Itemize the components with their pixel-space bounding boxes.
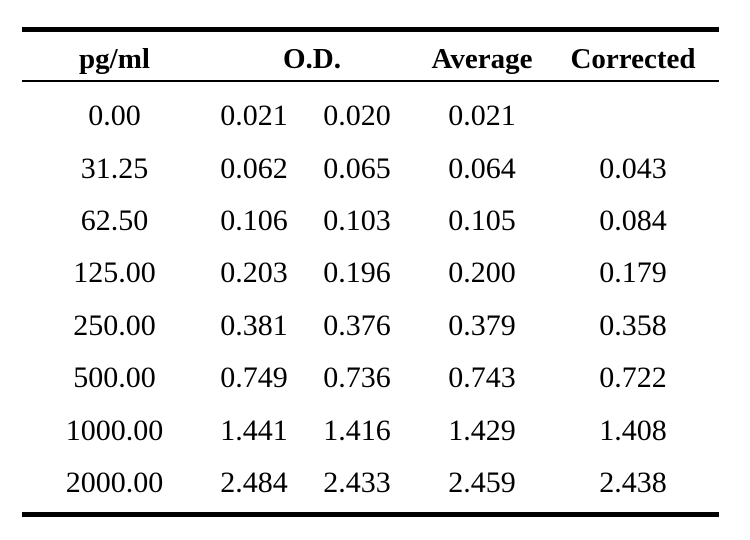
standard-curve-table: pg/ml O.D. Average Corrected 0.00 0.021 0.… xyxy=(22,27,719,518)
cell-od-1: 0.381 xyxy=(220,308,288,342)
cell-od-2: 0.196 xyxy=(323,256,391,290)
cell-od-1: 2.484 xyxy=(220,465,288,499)
cell-corrected: 0.179 xyxy=(599,256,667,290)
cell-pg-ml: 0.00 xyxy=(88,99,141,133)
cell-corrected: 0.722 xyxy=(599,361,667,395)
cell-od-2: 0.065 xyxy=(323,151,391,185)
table-row: 125.00 0.203 0.196 0.200 0.179 xyxy=(22,247,719,299)
cell-od-2: 0.020 xyxy=(323,99,391,133)
cell-od-2: 1.416 xyxy=(323,413,391,447)
cell-average: 0.105 xyxy=(448,203,516,237)
cell-od-2: 0.736 xyxy=(323,361,391,395)
table-row: 500.00 0.749 0.736 0.743 0.722 xyxy=(22,352,719,404)
table-row: 62.50 0.106 0.103 0.105 0.084 xyxy=(22,195,719,247)
header-average: Average xyxy=(431,42,533,75)
cell-corrected xyxy=(577,90,689,142)
cell-od-1: 0.203 xyxy=(220,256,288,290)
header-pg-ml: pg/ml xyxy=(79,42,150,75)
header-corrected: Corrected xyxy=(570,42,696,75)
cell-pg-ml: 250.00 xyxy=(73,308,156,342)
table-row: 31.25 0.062 0.065 0.064 0.043 xyxy=(22,142,719,194)
cell-pg-ml: 62.50 xyxy=(80,203,149,237)
cell-od-2: 0.103 xyxy=(323,203,391,237)
cell-average: 2.459 xyxy=(448,465,516,499)
table-row: 250.00 0.381 0.376 0.379 0.358 xyxy=(22,300,719,352)
cell-average: 1.429 xyxy=(448,413,516,447)
cell-od-2: 2.433 xyxy=(323,465,391,499)
header-od: O.D. xyxy=(283,42,341,75)
cell-average: 0.021 xyxy=(448,99,516,133)
table-body: 0.00 0.021 0.020 0.021 31.25 0.062 0.065 0.064 0… xyxy=(22,82,719,512)
cell-average: 0.064 xyxy=(448,151,516,185)
cell-corrected: 2.438 xyxy=(599,465,667,499)
cell-average: 0.379 xyxy=(448,308,516,342)
cell-od-1: 0.021 xyxy=(220,99,288,133)
table-bottom-rule xyxy=(22,512,719,518)
table-row: 2000.00 2.484 2.433 2.459 2.438 xyxy=(22,457,719,509)
cell-pg-ml: 500.00 xyxy=(73,361,156,395)
cell-pg-ml: 1000.00 xyxy=(65,413,164,447)
cell-corrected: 0.358 xyxy=(599,308,667,342)
table-header-rule xyxy=(22,80,719,82)
table-top-rule xyxy=(22,27,719,32)
cell-od-1: 0.749 xyxy=(220,361,288,395)
cell-od-1: 1.441 xyxy=(220,413,288,447)
cell-pg-ml: 125.00 xyxy=(73,256,156,290)
cell-od-2: 0.376 xyxy=(323,308,391,342)
cell-average: 0.743 xyxy=(448,361,516,395)
cell-average: 0.200 xyxy=(448,256,516,290)
table-row: 0.00 0.021 0.020 0.021 xyxy=(22,90,719,142)
table-header-row: pg/ml O.D. Average Corrected xyxy=(22,32,719,80)
cell-od-1: 0.062 xyxy=(220,151,288,185)
cell-corrected: 0.084 xyxy=(599,203,667,237)
table-row: 1000.00 1.441 1.416 1.429 1.408 xyxy=(22,404,719,456)
cell-pg-ml: 31.25 xyxy=(80,151,149,185)
cell-od-1: 0.106 xyxy=(220,203,288,237)
cell-pg-ml: 2000.00 xyxy=(65,465,164,499)
cell-corrected: 1.408 xyxy=(599,413,667,447)
cell-corrected: 0.043 xyxy=(599,151,667,185)
